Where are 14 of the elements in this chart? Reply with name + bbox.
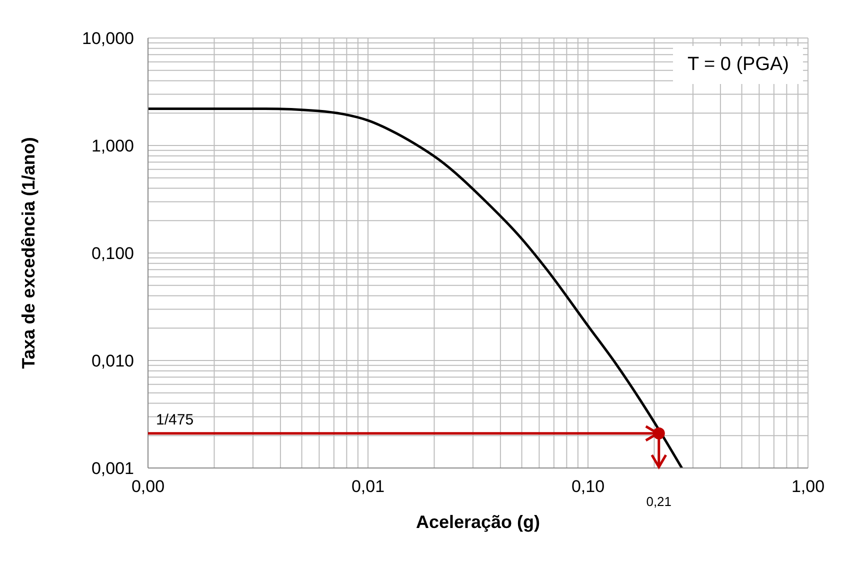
- x-tick-label: 0,00: [131, 477, 165, 496]
- y-tick-label: 0,100: [91, 244, 134, 263]
- y-tick-label: 0,010: [91, 352, 134, 370]
- y-tick-label: 10,000: [82, 29, 134, 48]
- text: 0,21: [646, 494, 672, 509]
- y-axis-title: Taxa de excedência (1/ano): [18, 137, 38, 369]
- annotation: 1/475: [156, 411, 194, 428]
- x-axis-title: Aceleração (g): [416, 512, 540, 532]
- annotation: T = 0 (PGA): [673, 46, 803, 84]
- x-tick-label: 1,00: [791, 477, 825, 496]
- y-tick-label: 1,000: [91, 136, 134, 156]
- x-tick-label: 0,01: [351, 477, 385, 496]
- y-tick-label: 0,001: [91, 459, 134, 478]
- x-tick-label: 0,10: [571, 477, 605, 496]
